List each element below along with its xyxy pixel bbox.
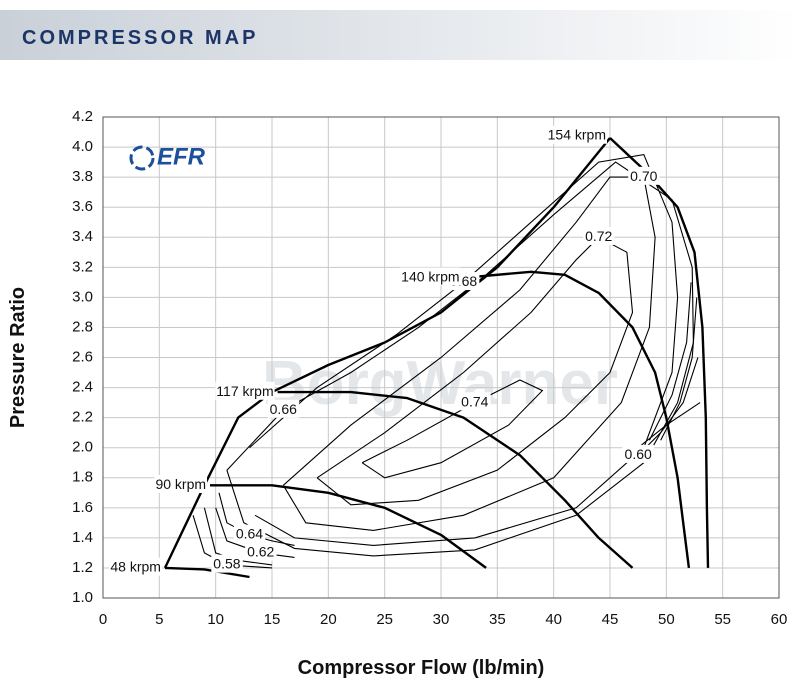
efficiency-contour: [361, 379, 544, 479]
y-axis-title: Pressure Ratio: [7, 287, 29, 428]
logo-swirl: [129, 145, 155, 171]
speed-line: [164, 566, 250, 579]
y-tick-label: 2.6: [72, 348, 93, 365]
x-tick-label: 15: [264, 611, 281, 628]
y-tick-label: 1.4: [72, 529, 93, 546]
x-tick-label: 40: [545, 611, 562, 628]
x-tick-label: 25: [376, 611, 393, 628]
line-label: 0.60: [625, 446, 652, 462]
line-label: 0.62: [247, 544, 274, 560]
chart-title: COMPRESSOR MAP: [22, 27, 258, 49]
label-bg: [622, 444, 655, 463]
label-bg: [546, 125, 607, 144]
label-bg: [211, 554, 243, 573]
header-banner: [0, 10, 800, 60]
label-bg: [245, 542, 277, 561]
line-label: 117 krpm: [216, 383, 273, 399]
y-tick-label: 1.0: [72, 589, 93, 606]
label-bg: [233, 524, 266, 543]
x-tick-label: 50: [658, 611, 675, 628]
speed-line: [210, 484, 487, 569]
efficiency-contour: [215, 297, 698, 558]
logo: EFR: [157, 143, 206, 170]
y-tick-label: 1.6: [72, 499, 93, 516]
x-tick-label: 30: [433, 611, 450, 628]
x-tick-label: 5: [155, 611, 163, 628]
line-label: 0.70: [630, 168, 657, 184]
x-tick-label: 20: [320, 611, 337, 628]
line-label: 48 krpm: [110, 559, 161, 575]
y-tick-label: 3.0: [72, 288, 93, 305]
x-tick-label: 0: [99, 611, 107, 628]
y-tick-label: 3.2: [72, 258, 93, 275]
y-tick-label: 2.2: [72, 409, 93, 426]
x-tick-label: 35: [489, 611, 506, 628]
x-axis-title: Compressor Flow (lb/min): [298, 657, 545, 679]
label-bg: [628, 166, 660, 185]
plot-area: BorgWarner 1.0 1.2 1.4 1.6 1.8 2.0 2.2 2.4 2.6 2.8…: [7, 108, 787, 679]
label-bg: [583, 226, 615, 245]
y-tick-label: 3.4: [72, 228, 93, 245]
line-label: 0.58: [213, 556, 240, 572]
label-bg: [109, 557, 162, 576]
efficiency-contour: [282, 176, 656, 531]
y-tick-label: 4.0: [72, 138, 93, 155]
speed-line: [277, 390, 634, 569]
label-bg: [267, 399, 300, 418]
x-tick-label: 10: [207, 611, 224, 628]
y-tick-label: 1.8: [72, 469, 93, 486]
line-label: 90 krpm: [155, 476, 206, 492]
plot-frame: [102, 116, 780, 599]
x-tick-label: 45: [602, 611, 619, 628]
label-bg: [400, 267, 461, 286]
watermark: BorgWarner: [262, 349, 618, 418]
line-label: 154 krpm: [548, 127, 606, 143]
label-bg: [459, 392, 491, 411]
x-tick-label: 60: [771, 611, 788, 628]
label-bg: [154, 474, 208, 493]
y-tick-label: 3.8: [72, 168, 93, 185]
line-label: 140 krpm: [401, 269, 459, 285]
surge-line: [163, 137, 611, 569]
line-label: 0.72: [585, 228, 612, 244]
y-tick-label: 3.6: [72, 198, 93, 215]
x-tick-label: 55: [714, 611, 731, 628]
efficiency-contour: [316, 236, 634, 506]
line-label: 0.66: [270, 401, 297, 417]
speed-line: [609, 137, 710, 568]
line-label: 0.64: [236, 526, 263, 542]
label-bg: [215, 381, 275, 400]
y-tick-label: 1.2: [72, 559, 93, 576]
y-tick-label: 2.8: [72, 318, 93, 335]
efficiency-contour: [226, 161, 694, 557]
y-tick-label: 4.2: [72, 108, 93, 125]
efficiency-contour: [249, 153, 679, 546]
y-tick-label: 2.4: [72, 379, 93, 396]
line-label: 0.74: [461, 393, 488, 409]
speed-line: [463, 270, 691, 569]
y-tick-label: 2.0: [72, 439, 93, 456]
